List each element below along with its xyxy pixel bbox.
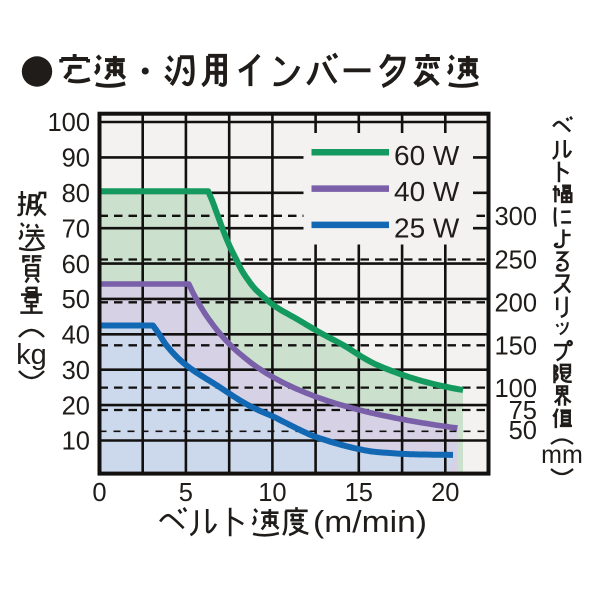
- svg-text:300: 300: [494, 203, 537, 231]
- svg-text:40 W: 40 W: [394, 176, 460, 207]
- svg-text:20: 20: [62, 392, 90, 420]
- svg-text:75: 75: [509, 397, 537, 425]
- svg-text:50: 50: [62, 286, 90, 314]
- svg-text:70: 70: [62, 215, 90, 243]
- svg-text:150: 150: [494, 333, 537, 361]
- svg-text:50: 50: [509, 417, 537, 445]
- svg-text:5: 5: [179, 479, 193, 507]
- svg-text:(m/min): (m/min): [313, 504, 427, 539]
- svg-text:30: 30: [62, 357, 90, 385]
- svg-text:40: 40: [62, 322, 90, 350]
- svg-text:250: 250: [494, 247, 537, 275]
- svg-text:80: 80: [62, 180, 90, 208]
- svg-text:10: 10: [258, 479, 286, 507]
- svg-text:25 W: 25 W: [394, 213, 460, 244]
- svg-text:90: 90: [62, 145, 90, 173]
- svg-text:mm: mm: [541, 441, 583, 469]
- svg-text:20: 20: [431, 479, 459, 507]
- svg-text:100: 100: [494, 375, 537, 403]
- svg-text:200: 200: [494, 290, 537, 318]
- svg-text:100: 100: [47, 109, 90, 137]
- svg-text:60 W: 60 W: [394, 140, 460, 171]
- svg-text:15: 15: [345, 479, 373, 507]
- svg-text:10: 10: [62, 428, 90, 456]
- svg-text:kg: kg: [16, 339, 47, 371]
- svg-text:0: 0: [92, 479, 106, 507]
- svg-text:60: 60: [62, 251, 90, 279]
